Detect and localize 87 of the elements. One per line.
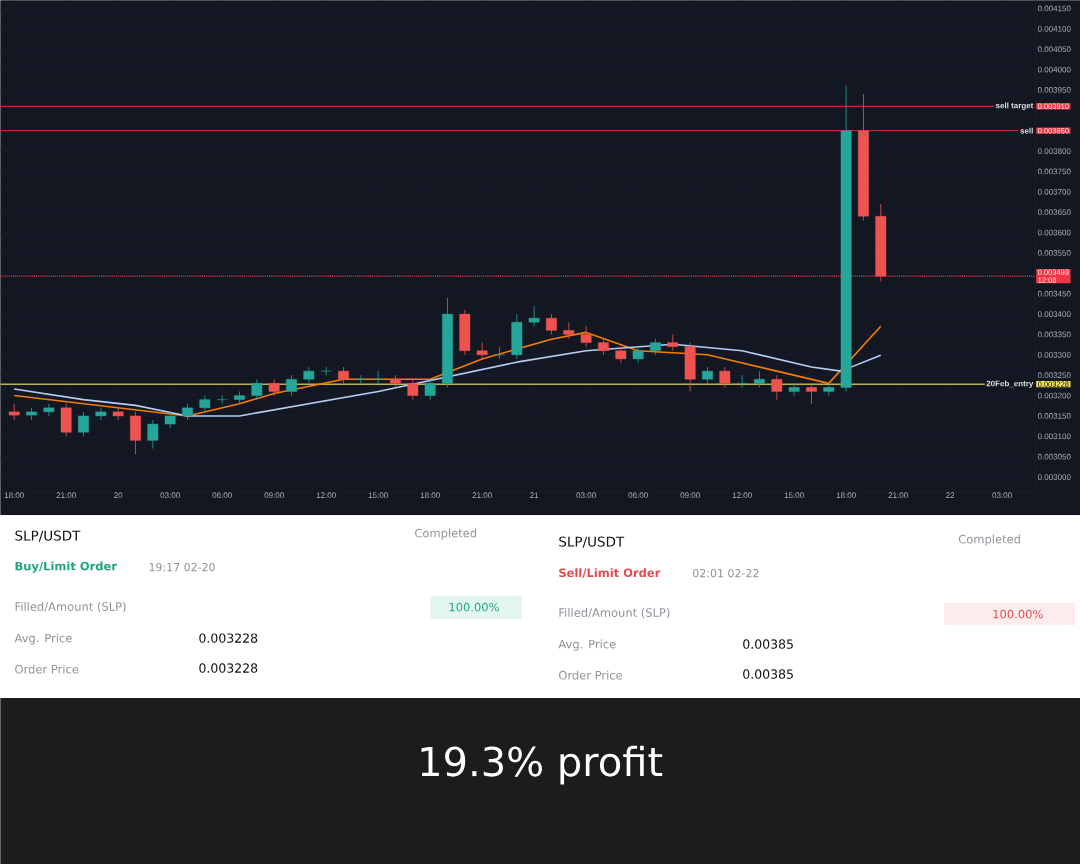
x-tick-label: 06:00 (212, 492, 232, 498)
text: 19:17 02-20 (149, 562, 215, 572)
y-tick-label: 0.003000 (1037, 474, 1071, 480)
text: 02:01 02-22 (693, 568, 759, 578)
y-tick-label: 0.003750 (1037, 168, 1071, 175)
candlestick (355, 374, 367, 384)
y-tick-label: 0.004150 (1037, 5, 1071, 12)
x-tick-label: 18:00 (420, 492, 440, 498)
candlestick (788, 382, 800, 396)
y-tick-label: 0.003400 (1037, 311, 1071, 317)
candlestick (771, 374, 783, 401)
text: Buy/Limit Order (15, 561, 117, 573)
x-tick-label: 15:00 (784, 492, 804, 498)
ref-line-label: 20Feb_entry (986, 380, 1034, 388)
text: 100.00% (993, 609, 1043, 619)
y-tick-label: 0.003950 (1037, 87, 1071, 93)
x-tick-label: 12:00 (316, 492, 336, 498)
y-tick-label: 0.003100 (1037, 433, 1071, 440)
candlestick (580, 325, 592, 348)
y-tick-label: 0.004000 (1037, 66, 1071, 73)
x-tick-label: 03:00 (992, 492, 1012, 498)
y-tick-label: 0.003300 (1037, 351, 1071, 358)
y-tick-label: 0.003200 (1037, 392, 1071, 399)
candlestick (216, 395, 228, 405)
y-tick-label: 0.003700 (1037, 188, 1071, 195)
candlestick (286, 374, 297, 396)
x-tick-label: 18:00 (4, 492, 24, 498)
text: Sell/Limit Order (559, 568, 661, 579)
x-tick-label: 03:00 (160, 492, 180, 498)
candlestick (372, 370, 384, 384)
y-tick-label: 0.003450 (1037, 290, 1071, 297)
x-tick-label: 21:00 (888, 492, 908, 498)
candlestick (563, 321, 575, 339)
text: Order Price (559, 670, 623, 680)
candlestick (78, 411, 89, 437)
x-tick-label: 15:00 (368, 492, 388, 498)
x-tick-label: 03:00 (576, 492, 596, 498)
text: Filled/Amount (SLP) (559, 607, 670, 619)
candlestick (719, 366, 731, 388)
text: SLP/USDT (559, 536, 625, 548)
y-tick-label: 0.004100 (1037, 25, 1071, 32)
text: SLP/USDT (15, 530, 81, 542)
text: Filled/Amount (SLP) (15, 601, 126, 613)
candlestick (632, 346, 644, 364)
text: 19.3% profit (421, 745, 663, 785)
x-tick-label: 21:00 (56, 492, 76, 498)
y-tick-label: 0.003550 (1037, 250, 1071, 256)
text: Completed (958, 534, 1020, 546)
text: Order Price (15, 664, 79, 674)
y-tick-label: 0.004050 (1037, 46, 1071, 53)
text: 0.00385 (743, 669, 793, 679)
x-tick-label: 06:00 (628, 492, 648, 498)
candlestick (546, 313, 557, 335)
text: Avg. Price (14, 633, 72, 645)
candlestick (494, 346, 505, 360)
text: Completed (415, 528, 477, 540)
x-tick-label: 18:00 (836, 492, 856, 498)
candlestick (736, 374, 748, 388)
y-tick-label: 0.003350 (1037, 331, 1071, 338)
candlestick (251, 378, 263, 401)
y-tick-label: 0.003600 (1037, 229, 1071, 236)
x-tick-label: 12:00 (732, 492, 752, 498)
y-tick-label: 0.003800 (1037, 148, 1071, 154)
y-tick-label: 0.003150 (1037, 413, 1071, 419)
candlestick (667, 334, 679, 352)
x-tick-label: 22 (946, 492, 955, 498)
ref-line-label: sell target (995, 102, 1034, 110)
candlestick (424, 378, 436, 401)
text: 0.00385 (743, 639, 793, 649)
text: 0.003228 (199, 663, 258, 673)
ref-line-label: sell (1020, 127, 1033, 134)
candlestick (407, 378, 419, 401)
x-tick-label: 21:00 (472, 492, 492, 498)
y-tick-label: 0.003250 (1037, 372, 1071, 379)
candlestick (528, 305, 540, 327)
text: 100.00% (449, 602, 499, 612)
x-tick-label: 09:00 (264, 492, 284, 498)
candlestick (806, 382, 817, 405)
text: 0.003228 (199, 633, 258, 643)
y-tick-label: 0.003050 (1037, 453, 1071, 460)
x-tick-label: 21 (530, 492, 539, 498)
x-tick-label: 09:00 (680, 492, 700, 498)
candlestick (147, 419, 159, 449)
candlestick (476, 342, 488, 360)
text: Avg. Price (558, 639, 616, 651)
x-tick-label: 20 (114, 492, 123, 498)
y-tick-label: 0.003650 (1037, 209, 1071, 216)
